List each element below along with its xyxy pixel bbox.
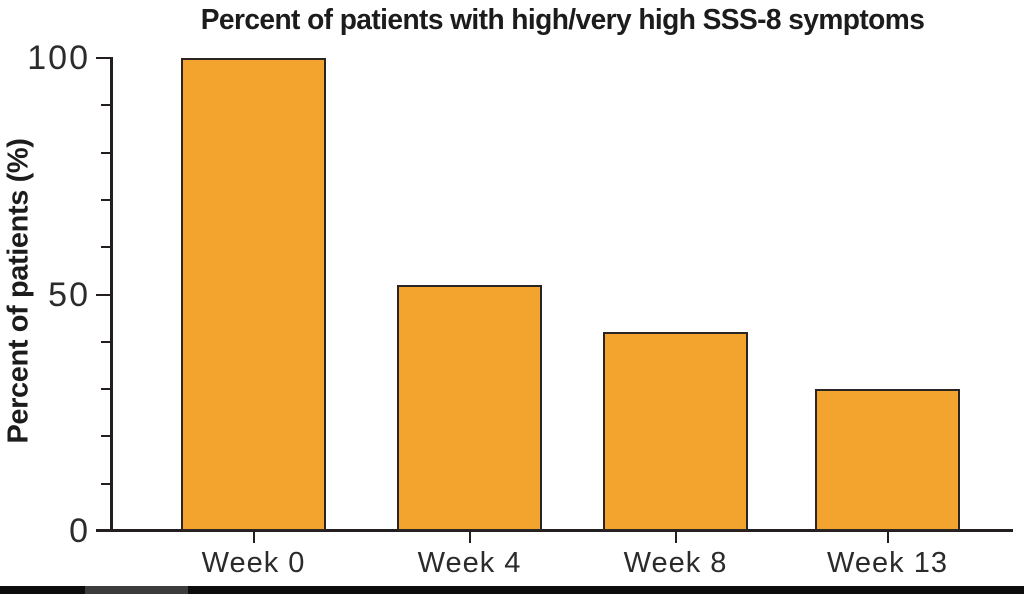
- x-axis-line: [96, 529, 1013, 532]
- y-tick-label: 0: [69, 512, 90, 550]
- y-major-tick: [96, 57, 110, 59]
- chart-title: Percent of patients with high/very high …: [200, 4, 925, 36]
- bottom-border-accent: [85, 586, 188, 594]
- y-minor-tick: [101, 340, 110, 343]
- x-tick: [252, 532, 255, 543]
- bottom-border-bar: [0, 586, 1024, 594]
- x-tick-label: Week 4: [417, 547, 522, 579]
- y-axis-line: [110, 57, 113, 532]
- y-minor-tick: [101, 388, 110, 391]
- y-tick-label: 100: [27, 39, 90, 77]
- y-minor-tick: [101, 198, 110, 201]
- x-tick: [886, 532, 889, 543]
- x-tick: [468, 532, 471, 543]
- y-minor-tick: [101, 482, 110, 485]
- x-tick-label: Week 0: [201, 547, 306, 579]
- y-minor-tick: [101, 246, 110, 249]
- y-major-tick: [96, 293, 110, 296]
- bar-week-0: [181, 58, 326, 531]
- y-major-tick: [96, 530, 110, 532]
- x-tick-label: Week 13: [827, 547, 948, 579]
- bar-week-4: [397, 285, 542, 531]
- bar-week-13: [815, 389, 960, 531]
- bar-week-8: [603, 332, 748, 531]
- y-tick-label: 50: [48, 275, 90, 314]
- x-tick: [674, 532, 677, 543]
- y-minor-tick: [101, 104, 110, 107]
- y-minor-tick: [101, 435, 110, 438]
- y-minor-tick: [101, 151, 110, 154]
- x-tick-label: Week 8: [623, 547, 728, 579]
